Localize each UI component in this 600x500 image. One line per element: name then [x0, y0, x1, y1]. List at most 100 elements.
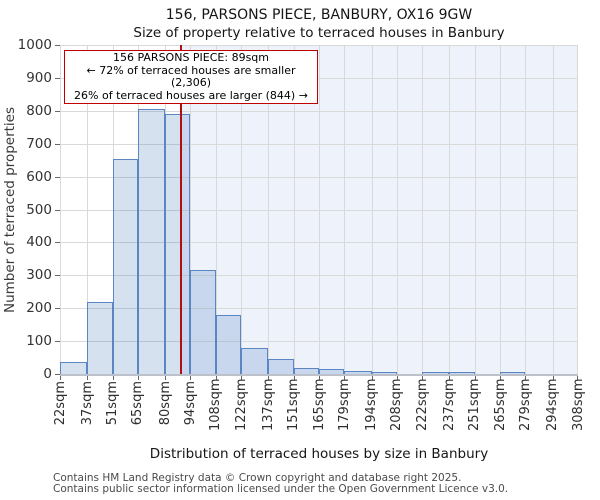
y-tick-mark	[55, 341, 60, 343]
x-tick-label: 122sqm	[233, 378, 249, 431]
chart-title: 156, PARSONS PIECE, BANBURY, OX16 9GW	[165, 7, 473, 23]
histogram-bar	[371, 372, 397, 374]
chart-subtitle: Size of property relative to terraced ho…	[133, 25, 505, 41]
footer-line-2: Contains public sector information licen…	[53, 483, 509, 495]
histogram-bar	[112, 158, 138, 374]
x-gridline	[293, 45, 295, 374]
x-tick-label: 108sqm	[208, 378, 224, 431]
x-tick-label: 208sqm	[389, 378, 405, 431]
y-tick-mark	[55, 110, 60, 112]
x-tick-label: 37sqm	[79, 381, 95, 426]
y-tick-label: 800	[26, 102, 52, 119]
x-tick-mark	[449, 376, 451, 380]
x-axis-line	[60, 374, 578, 376]
histogram-bar	[190, 270, 216, 374]
y-tick-mark	[55, 45, 60, 46]
y-tick-mark	[55, 275, 60, 277]
x-tick-mark	[293, 376, 295, 380]
y-tick-label: 300	[26, 267, 52, 284]
x-tick-mark	[241, 376, 243, 380]
x-tick-mark	[319, 376, 320, 380]
y-tick-label: 500	[26, 201, 52, 218]
histogram-bar	[319, 369, 345, 374]
y-tick-label: 700	[26, 135, 52, 152]
histogram-bar	[500, 372, 526, 374]
x-gridline	[422, 45, 424, 374]
y-tick-mark	[55, 77, 60, 79]
x-gridline	[319, 45, 320, 374]
x-tick-mark	[552, 376, 554, 380]
x-tick-label: 279sqm	[517, 378, 533, 431]
histogram-bar	[87, 301, 113, 374]
plot-area: 0 100 200 300 400 500 600 700 800 900 1000 22sqm 37s…	[18, 37, 586, 431]
x-tick-mark	[87, 376, 89, 380]
x-tick-label: 137sqm	[260, 378, 276, 431]
x-tick-label: 265sqm	[492, 378, 508, 431]
x-tick-mark	[500, 376, 502, 380]
x-gridline	[449, 45, 451, 374]
annotation-line-2: ← 72% of terraced houses are smaller (2,…	[86, 63, 296, 90]
x-tick-label: 22sqm	[52, 381, 68, 426]
x-gridline	[525, 45, 527, 374]
x-tick-mark	[268, 376, 270, 380]
x-gridline	[215, 45, 217, 374]
histogram-bar	[449, 372, 475, 374]
histogram-bar	[137, 109, 166, 374]
x-tick-mark	[190, 376, 192, 380]
y-tick-label: 900	[26, 69, 52, 86]
x-gridline	[396, 45, 398, 374]
x-gridline	[552, 45, 554, 374]
y-tick-mark	[55, 143, 60, 145]
x-gridline	[344, 45, 346, 374]
x-tick-label: 308sqm	[570, 378, 586, 431]
histogram-bar	[60, 362, 88, 374]
y-tick-label: 100	[26, 333, 52, 350]
histogram-bar	[422, 372, 450, 374]
x-tick-label: 65sqm	[130, 381, 146, 426]
x-tick-mark	[577, 376, 578, 380]
x-gridline	[371, 45, 373, 374]
annotation-line-1: 156 PARSONS PIECE: 89sqm	[112, 51, 270, 64]
y-tick-label: 0	[43, 366, 52, 382]
histogram-bar	[293, 368, 319, 374]
y-tick-mark	[55, 242, 60, 244]
histogram-bar	[165, 114, 191, 374]
x-tick-label: 179sqm	[336, 378, 352, 431]
property-marker-line	[180, 45, 183, 374]
annotation-box: 156 PARSONS PIECE: 89sqm ← 72% of terrac…	[64, 50, 318, 105]
x-gridline	[241, 45, 243, 374]
x-tick-label: 151sqm	[286, 378, 302, 431]
x-gridline	[500, 45, 502, 374]
annotation-line-3: 26% of terraced houses are larger (844) …	[74, 88, 308, 102]
x-tick-mark	[422, 376, 424, 380]
x-tick-mark	[371, 376, 373, 380]
x-tick-mark	[137, 376, 139, 380]
x-gridline	[577, 45, 578, 374]
y-tick-label: 1000	[17, 37, 52, 53]
histogram-bar	[215, 314, 242, 374]
x-gridline	[268, 45, 270, 374]
x-tick-label: 194sqm	[364, 378, 380, 431]
y-tick-mark	[55, 176, 60, 178]
y-tick-mark	[55, 308, 60, 310]
x-tick-label: 51sqm	[105, 381, 121, 426]
x-tick-mark	[215, 376, 217, 380]
x-gridline	[87, 45, 89, 374]
x-tick-label: 80sqm	[157, 381, 173, 426]
x-tick-label: 94sqm	[182, 381, 198, 426]
histogram-bar	[241, 347, 269, 374]
y-tick-mark	[55, 209, 60, 211]
y-tick-mark	[55, 374, 60, 375]
x-tick-label: 237sqm	[441, 378, 457, 431]
x-gridline	[474, 45, 476, 374]
x-tick-mark	[525, 376, 527, 380]
x-tick-mark	[474, 376, 476, 380]
histogram-bar	[344, 371, 372, 374]
histogram-bar	[268, 359, 294, 374]
y-axis-label: Number of terraced properties	[2, 106, 18, 314]
x-gridline	[60, 45, 61, 374]
x-tick-label: 222sqm	[414, 378, 430, 431]
x-tick-mark	[344, 376, 346, 380]
footer-line-1: Contains HM Land Registry data © Crown c…	[53, 472, 462, 484]
y-tick-label: 400	[26, 234, 52, 251]
